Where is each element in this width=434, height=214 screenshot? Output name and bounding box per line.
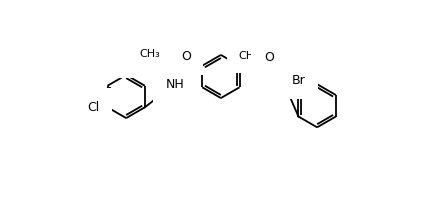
Text: O: O xyxy=(181,50,191,63)
Text: Br: Br xyxy=(292,74,306,87)
Text: O: O xyxy=(131,52,140,65)
Text: O: O xyxy=(264,51,274,64)
Text: Cl: Cl xyxy=(88,101,100,114)
Text: CH₂: CH₂ xyxy=(239,52,259,61)
Text: NH: NH xyxy=(166,79,184,91)
Text: CH₃: CH₃ xyxy=(139,49,160,59)
